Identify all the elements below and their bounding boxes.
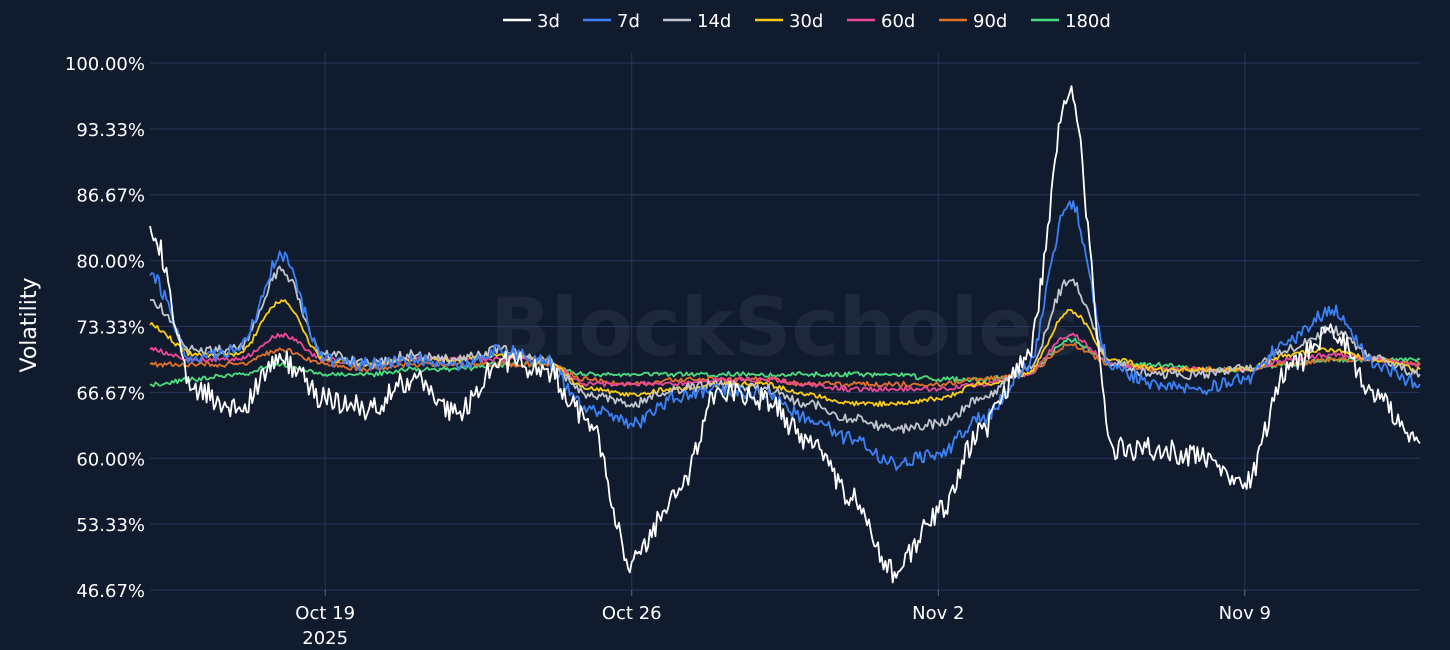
- legend-item-3d[interactable]: 3d: [503, 11, 560, 32]
- series-lines: [149, 85, 1421, 584]
- legend[interactable]: 3d 7d 14d 30d 60d 90d 180d: [503, 11, 1111, 32]
- series-line-180d: [149, 337, 1421, 388]
- x-tick-label: Nov 9: [1219, 603, 1271, 624]
- x-tick-label: Nov 2: [912, 603, 964, 624]
- legend-item-60d[interactable]: 60d: [847, 11, 915, 32]
- legend-label: 180d: [1065, 11, 1111, 32]
- legend-item-30d[interactable]: 30d: [755, 11, 823, 32]
- legend-item-90d[interactable]: 90d: [939, 11, 1007, 32]
- legend-item-180d[interactable]: 180d: [1031, 11, 1111, 32]
- series-line-90d: [149, 342, 1421, 388]
- x-tick-label: Oct 26: [602, 603, 662, 624]
- x-axis-ticks: Oct 19 2025 Oct 26 Nov 2 Nov 9: [295, 590, 1271, 649]
- y-axis-ticks: 100.00% 93.33% 86.67% 80.00% 73.33% 66.67% 60.…: [65, 54, 145, 602]
- series-line-7d: [149, 200, 1421, 471]
- legend-label: 14d: [697, 11, 731, 32]
- series-line-14d: [149, 265, 1421, 434]
- y-tick-label: 100.00%: [65, 54, 145, 75]
- y-axis-label: Volatility: [17, 277, 42, 372]
- y-tick-label: 60.00%: [76, 449, 145, 470]
- legend-label: 90d: [973, 11, 1007, 32]
- y-tick-label: 66.67%: [76, 383, 145, 404]
- grid: [150, 53, 1420, 591]
- series-line-3d: [149, 85, 1421, 584]
- x-tick-sublabel: 2025: [302, 628, 348, 649]
- y-tick-label: 80.00%: [76, 252, 145, 273]
- legend-label: 30d: [789, 11, 823, 32]
- legend-label: 3d: [537, 11, 560, 32]
- legend-label: 60d: [881, 11, 915, 32]
- legend-item-7d[interactable]: 7d: [583, 11, 640, 32]
- watermark: BlockScholes: [490, 281, 1080, 374]
- y-tick-label: 86.67%: [76, 186, 145, 207]
- y-tick-label: 46.67%: [76, 581, 145, 602]
- legend-label: 7d: [617, 11, 640, 32]
- legend-item-14d[interactable]: 14d: [663, 11, 731, 32]
- y-tick-label: 93.33%: [76, 120, 145, 141]
- y-tick-label: 53.33%: [76, 515, 145, 536]
- x-tick-label: Oct 19: [295, 603, 355, 624]
- y-tick-label: 73.33%: [76, 318, 145, 339]
